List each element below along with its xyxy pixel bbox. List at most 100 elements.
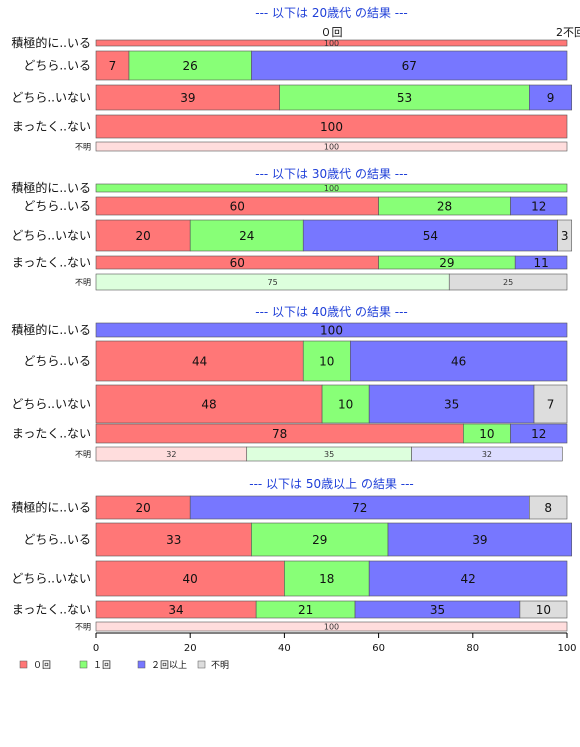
data-label: 8 <box>544 501 552 515</box>
data-label: 78 <box>272 427 287 441</box>
x-tick-label: 60 <box>372 643 385 654</box>
bar-segment <box>95 183 568 193</box>
data-label: 20 <box>135 229 150 243</box>
data-label: 24 <box>239 229 254 243</box>
data-label: 29 <box>439 256 454 270</box>
data-label: 60 <box>230 256 245 270</box>
bar-segment <box>189 219 304 252</box>
bar-segment <box>95 340 304 382</box>
panel-title: --- 以下は 50歳以上 の結果 --- <box>249 477 414 491</box>
data-label: 75 <box>268 278 278 287</box>
data-label: 100 <box>324 143 339 152</box>
bar-segment <box>95 114 568 139</box>
data-label: 35 <box>324 450 334 459</box>
data-label: 9 <box>547 91 555 105</box>
category-label: まったく..ない <box>12 256 91 270</box>
bar-segment <box>529 495 568 520</box>
data-label: 39 <box>472 533 487 547</box>
data-label: 10 <box>536 603 551 617</box>
data-label: 10 <box>479 427 494 441</box>
data-label: 21 <box>298 603 313 617</box>
x-tick-label: 0 <box>93 643 99 654</box>
category-label: 不明 <box>75 143 91 152</box>
x-tick-label: 80 <box>466 643 479 654</box>
category-label: 不明 <box>75 278 91 287</box>
category-label: どちら..いない <box>11 229 91 243</box>
data-label: 11 <box>533 256 548 270</box>
bar-segment <box>533 384 568 424</box>
data-label: 72 <box>352 501 367 515</box>
panel-title: --- 以下は 30歳代 の結果 --- <box>255 167 408 181</box>
bar-segment <box>128 50 252 81</box>
bar-segment <box>279 84 530 111</box>
bar-segment <box>557 219 573 252</box>
bar-segment <box>302 219 558 252</box>
category-label: まったく..ない <box>12 427 91 441</box>
legend-label: ０回 <box>33 660 51 671</box>
legend-swatch <box>79 660 88 669</box>
data-label: 54 <box>423 229 438 243</box>
category-label: まったく..ない <box>12 603 91 617</box>
data-label: 100 <box>320 324 343 338</box>
data-label: 12 <box>531 427 546 441</box>
bar-segment <box>95 560 285 597</box>
legend-label: 不明 <box>211 660 229 671</box>
data-label: 46 <box>451 355 466 369</box>
data-label: 10 <box>338 398 353 412</box>
data-label: 7 <box>547 398 555 412</box>
category-label: どちら..いる <box>23 533 91 547</box>
category-label: 不明 <box>75 623 91 632</box>
bar-segment <box>95 621 568 632</box>
data-label: 7 <box>109 59 117 73</box>
data-label: 26 <box>183 59 198 73</box>
legend-swatch <box>197 660 206 669</box>
data-label: 32 <box>166 450 176 459</box>
panel-title: --- 以下は 20歳代 の結果 --- <box>255 6 408 20</box>
category-label: どちら..いる <box>23 199 91 213</box>
data-label: 3 <box>561 229 569 243</box>
data-label: 53 <box>397 91 412 105</box>
legend-label: １回 <box>93 660 111 671</box>
bar-segment <box>321 384 370 424</box>
x-tick-label: 40 <box>278 643 291 654</box>
data-label: 29 <box>312 533 327 547</box>
bar-segment <box>514 255 568 270</box>
bar-segment <box>95 141 568 152</box>
category-label: どちら..いない <box>11 91 91 105</box>
data-label: 100 <box>324 623 339 632</box>
data-label: 32 <box>482 450 492 459</box>
legend-swatch <box>137 660 146 669</box>
legend-swatch <box>19 660 28 669</box>
category-label: 積極的に..いる <box>11 35 91 50</box>
data-label: 18 <box>319 572 334 586</box>
category-label: どちら..いない <box>11 397 91 411</box>
data-label: 40 <box>183 572 198 586</box>
bar-segment <box>387 522 573 557</box>
data-label: 39 <box>180 91 195 105</box>
data-label: 100 <box>320 120 343 134</box>
series-overlap-label: ０回 <box>321 26 343 39</box>
bar-segment <box>95 322 568 338</box>
data-label: 35 <box>430 603 445 617</box>
bar-segment <box>411 446 563 462</box>
data-label: 48 <box>201 398 216 412</box>
bar-segment <box>95 219 191 252</box>
bar-segment <box>350 340 568 382</box>
bar-segment <box>368 384 535 424</box>
data-label: 12 <box>531 200 546 214</box>
legend-label: ２回以上 <box>151 660 187 671</box>
bar-segment <box>368 560 568 597</box>
bar-segment <box>95 384 323 424</box>
panel-title: --- 以下は 40歳代 の結果 --- <box>255 305 408 319</box>
x-tick-label: 100 <box>557 643 576 654</box>
data-label: 60 <box>230 200 245 214</box>
bar-segment <box>302 340 351 382</box>
data-label: 10 <box>319 355 334 369</box>
bar-segment <box>284 560 370 597</box>
data-label: 28 <box>437 200 452 214</box>
series-overlap-label: 2不回明以上 <box>556 26 580 39</box>
category-label: どちら..いる <box>23 59 91 73</box>
data-label: 25 <box>503 278 513 287</box>
x-tick-label: 20 <box>184 643 197 654</box>
bar-segment <box>510 196 568 216</box>
